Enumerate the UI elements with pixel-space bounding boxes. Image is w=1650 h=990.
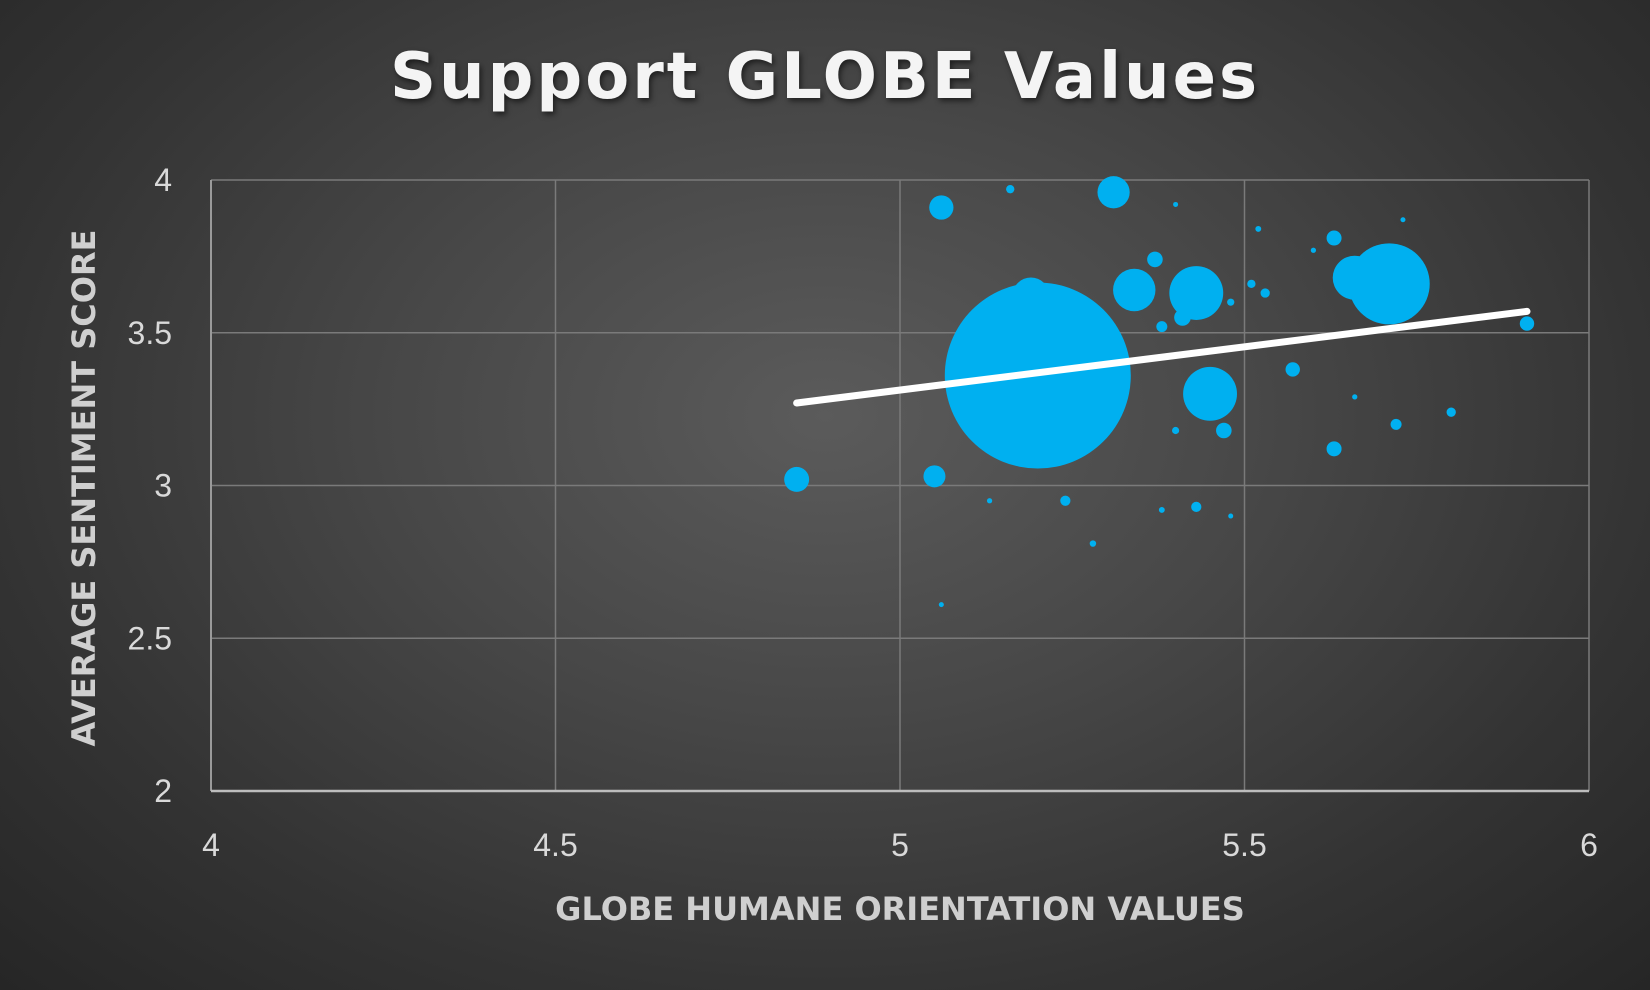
data-point xyxy=(1060,495,1071,506)
x-tick-label: 6 xyxy=(1580,827,1598,863)
data-point xyxy=(1172,426,1180,435)
data-point xyxy=(1174,309,1191,326)
x-tick-label: 5 xyxy=(891,827,909,863)
data-point xyxy=(938,602,944,608)
data-point xyxy=(1156,321,1168,333)
data-point xyxy=(923,465,946,488)
data-point xyxy=(1326,230,1342,246)
chart-title: Support GLOBE Values xyxy=(389,40,1261,114)
y-tick-label: 3 xyxy=(154,468,172,504)
data-point xyxy=(1216,422,1232,439)
data-point xyxy=(1089,540,1097,547)
x-tick-label: 5.5 xyxy=(1222,827,1266,863)
data-point xyxy=(1400,217,1406,223)
data-point xyxy=(1310,247,1317,253)
data-point xyxy=(784,466,810,492)
trendline-group xyxy=(793,307,1531,407)
data-point xyxy=(1006,185,1015,194)
data-point xyxy=(1446,407,1456,417)
data-point xyxy=(1285,362,1300,377)
y-tick-label: 3.5 xyxy=(128,315,172,351)
data-point xyxy=(1113,268,1156,312)
data-point xyxy=(1147,251,1163,268)
data-point xyxy=(1390,418,1402,430)
tick-labels: 4 4.5 5 5.5 6 2 2.5 3 3.5 4 xyxy=(128,162,1598,863)
x-tick-label: 4.5 xyxy=(533,827,577,863)
data-point xyxy=(1191,501,1202,512)
data-point xyxy=(1247,279,1256,289)
data-point xyxy=(1332,255,1377,300)
data-point xyxy=(1097,176,1130,209)
x-tick-label: 4 xyxy=(202,827,220,863)
data-point xyxy=(986,498,993,504)
y-tick-label: 4 xyxy=(154,162,172,198)
data-point xyxy=(929,195,954,220)
data-point xyxy=(1183,366,1238,421)
data-point xyxy=(1519,316,1535,331)
trendline xyxy=(793,307,1531,407)
x-axis-title: GLOBE HUMANE ORIENTATION VALUES xyxy=(555,890,1245,928)
data-point xyxy=(1158,507,1165,513)
data-point xyxy=(1169,266,1224,320)
data-point xyxy=(1352,394,1358,400)
data-point xyxy=(1326,441,1342,457)
data-point xyxy=(1255,225,1262,232)
data-point xyxy=(1260,288,1270,298)
data-point xyxy=(1012,277,1050,315)
y-axis-title: AVERAGE SENTIMENT SCORE xyxy=(65,230,103,747)
y-tick-label: 2.5 xyxy=(128,620,172,656)
y-tick-label: 2 xyxy=(154,773,172,809)
data-point xyxy=(1228,513,1234,519)
data-point xyxy=(1227,298,1235,306)
axes xyxy=(210,180,1589,793)
data-point xyxy=(1173,201,1179,207)
